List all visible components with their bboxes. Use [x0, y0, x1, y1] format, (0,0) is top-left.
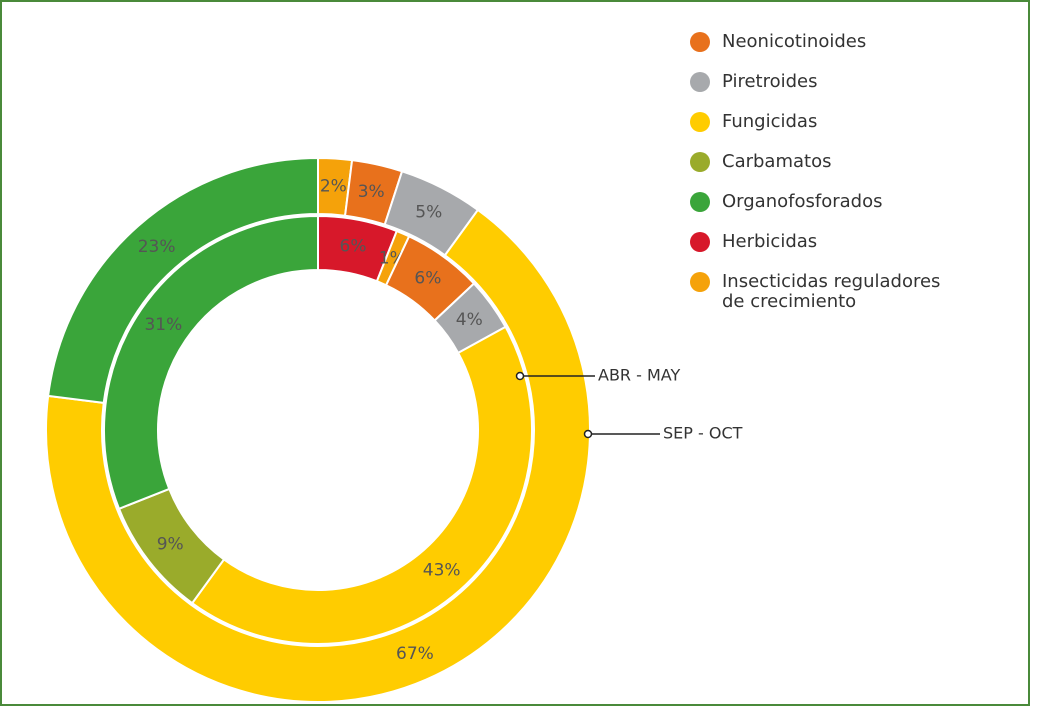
- legend-label: Herbicidas: [722, 231, 818, 252]
- legend: Neonicotinoides Piretroides Fungicidas Carb…: [690, 32, 990, 332]
- legend-item: Carbamatos: [690, 152, 990, 172]
- ring-label: SEP - OCT: [663, 424, 743, 443]
- ring-label: ABR - MAY: [598, 366, 680, 385]
- legend-label: Piretroides: [722, 71, 818, 92]
- legend-item: Organofosforados: [690, 192, 990, 212]
- legend-item: Insecticidas reguladores de crecimiento: [690, 272, 990, 312]
- donut-slice: [45, 208, 591, 703]
- value-label: 31%: [144, 315, 182, 335]
- legend-swatch: [690, 272, 710, 292]
- legend-swatch: [690, 232, 710, 252]
- legend-swatch: [690, 72, 710, 92]
- callout-dot: [515, 371, 525, 381]
- donut-slice: [190, 325, 533, 645]
- value-label: 23%: [138, 237, 176, 257]
- legend-item: Herbicidas: [690, 232, 990, 252]
- legend-swatch: [690, 32, 710, 52]
- legend-swatch: [690, 152, 710, 172]
- legend-label: Insecticidas reguladores de crecimiento: [722, 271, 941, 312]
- value-label: 4%: [456, 310, 483, 330]
- value-label: 67%: [396, 644, 434, 664]
- donut-slice: [103, 214, 319, 511]
- legend-label: Organofosforados: [722, 191, 883, 212]
- legend-label: Carbamatos: [722, 151, 832, 172]
- value-label: 5%: [415, 203, 442, 223]
- value-label: 6%: [340, 236, 367, 256]
- value-label: 3%: [358, 182, 385, 202]
- legend-item: Fungicidas: [690, 112, 990, 132]
- value-label: 43%: [423, 560, 461, 580]
- legend-item: Neonicotinoides: [690, 32, 990, 52]
- legend-label: Fungicidas: [722, 111, 818, 132]
- legend-swatch: [690, 112, 710, 132]
- donut-slice: [47, 156, 319, 405]
- legend-item: Piretroides: [690, 72, 990, 92]
- value-label: 2%: [320, 176, 347, 196]
- value-label: 6%: [414, 269, 441, 289]
- value-label: 9%: [157, 535, 184, 555]
- legend-label: Neonicotinoides: [722, 31, 867, 52]
- legend-swatch: [690, 192, 710, 212]
- callout-dot: [583, 429, 593, 439]
